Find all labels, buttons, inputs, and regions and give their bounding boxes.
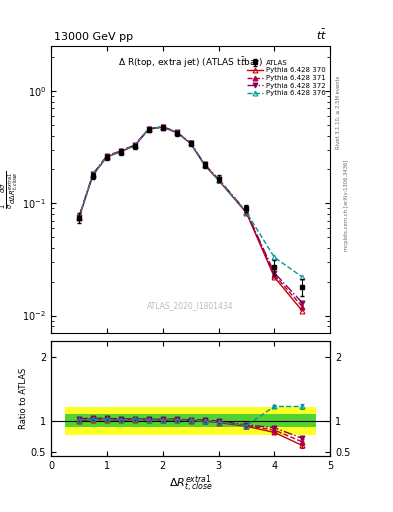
Pythia 6.428 372 <box>91 171 95 177</box>
Text: 13000 GeV pp: 13000 GeV pp <box>54 32 133 42</box>
Bar <box>211 407 233 435</box>
Bar <box>86 407 100 435</box>
Legend: ATLAS, Pythia 6.428 370, Pythia 6.428 371, Pythia 6.428 372, Pythia 6.428 376: ATLAS, Pythia 6.428 370, Pythia 6.428 37… <box>246 58 327 98</box>
Bar <box>86 414 100 427</box>
Pythia 6.428 370 <box>91 172 95 178</box>
Pythia 6.428 376 <box>91 172 95 178</box>
Pythia 6.428 376 <box>202 162 207 168</box>
Pythia 6.428 372 <box>300 300 305 306</box>
Pythia 6.428 370 <box>272 274 277 280</box>
Bar <box>184 414 198 427</box>
Bar <box>128 407 142 435</box>
Pythia 6.428 370 <box>146 126 151 132</box>
Bar <box>156 407 170 435</box>
Pythia 6.428 376 <box>174 130 179 136</box>
Bar <box>260 407 288 435</box>
Bar <box>156 414 170 427</box>
Pythia 6.428 376 <box>105 154 109 160</box>
Pythia 6.428 372 <box>119 148 123 154</box>
Bar <box>114 414 128 427</box>
Bar <box>198 407 211 435</box>
Pythia 6.428 376 <box>244 209 249 216</box>
Pythia 6.428 371 <box>202 162 207 168</box>
Pythia 6.428 371 <box>216 177 221 183</box>
Pythia 6.428 371 <box>174 129 179 135</box>
Pythia 6.428 371 <box>188 140 193 146</box>
Text: mcplots.cern.ch [arXiv:1306.3436]: mcplots.cern.ch [arXiv:1306.3436] <box>344 159 349 250</box>
Bar <box>100 414 114 427</box>
Pythia 6.428 370 <box>160 124 165 130</box>
Bar <box>114 407 128 435</box>
Y-axis label: Ratio to ATLAS: Ratio to ATLAS <box>19 368 28 429</box>
Pythia 6.428 376 <box>272 254 277 260</box>
Pythia 6.428 372 <box>146 125 151 132</box>
Line: Pythia 6.428 372: Pythia 6.428 372 <box>77 124 305 305</box>
Pythia 6.428 372 <box>105 153 109 159</box>
Pythia 6.428 370 <box>174 130 179 136</box>
Bar <box>142 407 156 435</box>
Pythia 6.428 372 <box>188 140 193 146</box>
Text: $t\bar{t}$: $t\bar{t}$ <box>316 28 327 42</box>
Pythia 6.428 370 <box>300 308 305 314</box>
Pythia 6.428 372 <box>174 129 179 135</box>
Pythia 6.428 372 <box>272 270 277 276</box>
Bar <box>65 414 86 427</box>
Text: ATLAS_2020_I1801434: ATLAS_2020_I1801434 <box>147 301 234 310</box>
Pythia 6.428 376 <box>77 214 81 220</box>
Pythia 6.428 372 <box>202 161 207 167</box>
Pythia 6.428 371 <box>119 148 123 154</box>
Pythia 6.428 370 <box>188 140 193 146</box>
Pythia 6.428 371 <box>300 304 305 310</box>
Pythia 6.428 371 <box>272 272 277 278</box>
Pythia 6.428 371 <box>91 172 95 178</box>
Pythia 6.428 376 <box>300 274 305 280</box>
Pythia 6.428 371 <box>77 214 81 220</box>
Pythia 6.428 371 <box>244 209 249 216</box>
Pythia 6.428 376 <box>119 148 123 155</box>
Bar <box>198 414 211 427</box>
Bar <box>100 407 114 435</box>
Pythia 6.428 376 <box>146 126 151 132</box>
Bar <box>288 414 316 427</box>
Pythia 6.428 370 <box>216 177 221 183</box>
Y-axis label: $\frac{1}{\sigma}\frac{d\sigma}{d\Delta R_{t,close}^{extra1}}$: $\frac{1}{\sigma}\frac{d\sigma}{d\Delta … <box>0 170 20 208</box>
Pythia 6.428 370 <box>119 148 123 155</box>
Text: $\Delta$ R(top, extra jet) (ATLAS t$\bar{t}$bar): $\Delta$ R(top, extra jet) (ATLAS t$\bar… <box>118 55 263 70</box>
Pythia 6.428 376 <box>132 142 137 148</box>
Bar <box>142 414 156 427</box>
Bar <box>170 414 184 427</box>
Bar <box>184 407 198 435</box>
Line: Pythia 6.428 371: Pythia 6.428 371 <box>77 124 305 309</box>
Pythia 6.428 370 <box>202 162 207 168</box>
Pythia 6.428 372 <box>132 142 137 148</box>
Pythia 6.428 372 <box>216 176 221 182</box>
Pythia 6.428 371 <box>160 124 165 130</box>
Pythia 6.428 376 <box>160 124 165 130</box>
Pythia 6.428 370 <box>132 142 137 148</box>
Bar <box>233 407 261 435</box>
Bar <box>233 414 261 427</box>
Pythia 6.428 376 <box>188 140 193 146</box>
Pythia 6.428 370 <box>77 215 81 221</box>
Bar <box>170 407 184 435</box>
Pythia 6.428 371 <box>146 126 151 132</box>
Bar <box>128 414 142 427</box>
Bar <box>260 414 288 427</box>
Pythia 6.428 371 <box>132 142 137 148</box>
X-axis label: $\Delta R_{t,close}^{extra1}$: $\Delta R_{t,close}^{extra1}$ <box>169 473 213 494</box>
Text: Rivet 3.1.10, ≥ 2.5M events: Rivet 3.1.10, ≥ 2.5M events <box>336 76 341 150</box>
Bar <box>288 407 316 435</box>
Pythia 6.428 372 <box>244 208 249 215</box>
Pythia 6.428 371 <box>105 153 109 159</box>
Pythia 6.428 370 <box>105 154 109 160</box>
Pythia 6.428 372 <box>77 214 81 220</box>
Bar <box>65 407 86 435</box>
Line: Pythia 6.428 376: Pythia 6.428 376 <box>77 124 305 280</box>
Pythia 6.428 372 <box>160 123 165 130</box>
Bar <box>211 414 233 427</box>
Pythia 6.428 376 <box>216 177 221 183</box>
Line: Pythia 6.428 370: Pythia 6.428 370 <box>77 125 305 313</box>
Pythia 6.428 370 <box>244 210 249 216</box>
